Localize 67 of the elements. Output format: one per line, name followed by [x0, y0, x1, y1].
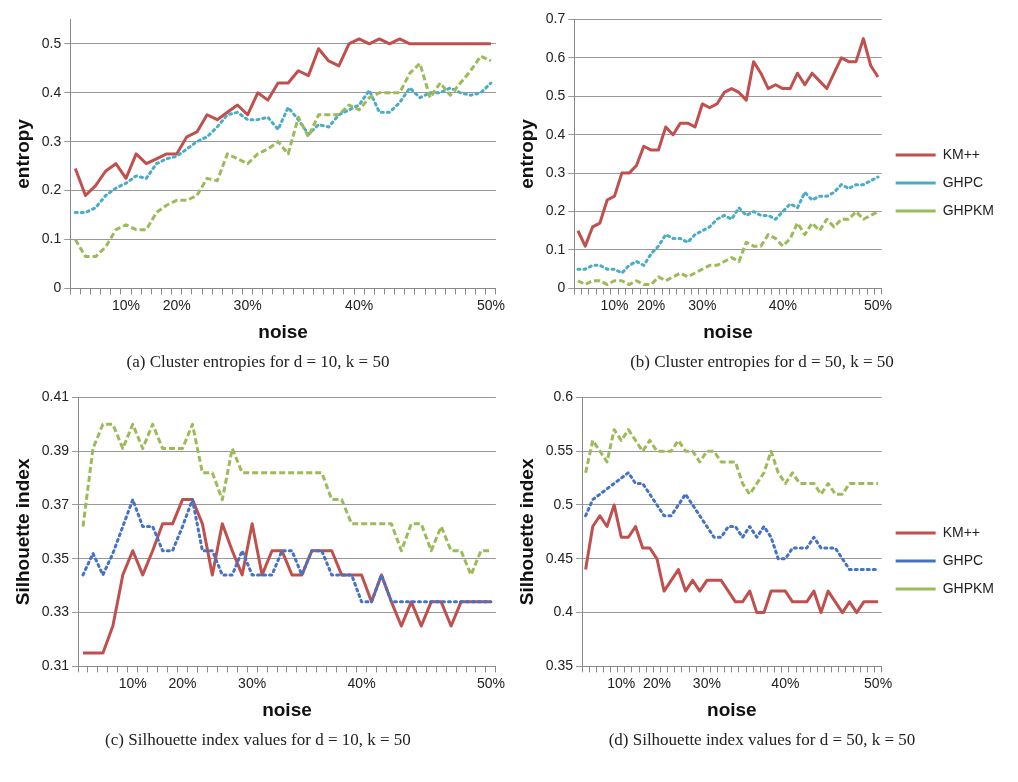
- y-tick-label: 0.5: [545, 87, 566, 104]
- y-tick-label: 0.2: [41, 181, 62, 198]
- x-tick-label: 40%: [771, 674, 800, 691]
- legend-label: GHPKM: [942, 201, 995, 218]
- y-tick-label: 0.1: [545, 240, 566, 257]
- text: (c) Silhouette index values for d = 10, k = 50: [104, 730, 412, 750]
- x-tick-label: 50%: [863, 296, 893, 313]
- legend-label: GHPC: [942, 551, 984, 568]
- x-tick-label: 50%: [864, 674, 893, 691]
- x-tick-label: 20%: [642, 674, 671, 691]
- x-axis-title: noise: [703, 320, 753, 342]
- legend-label: KM++: [942, 145, 981, 162]
- y-tick-label: 0.37: [41, 495, 70, 512]
- y-tick-label: 0.5: [553, 495, 574, 512]
- y-tick-label: 0.39: [41, 442, 70, 459]
- y-tick-label: 0: [53, 279, 62, 296]
- y-tick-label: 0.5: [41, 34, 62, 51]
- x-axis-title: noise: [262, 698, 312, 720]
- line-series: [73, 81, 493, 215]
- line-series: [81, 498, 493, 604]
- y-axis-title: Silhouette index: [11, 458, 33, 606]
- x-tick-label: 20%: [168, 674, 197, 691]
- x-tick-label: 10%: [111, 296, 141, 313]
- legend-label: GHPC: [942, 173, 984, 190]
- x-tick-label: 20%: [162, 296, 191, 313]
- y-tick-label: 0.31: [41, 657, 70, 674]
- y-tick-label: 0.2: [545, 202, 566, 219]
- y-tick-label: 0.7: [545, 10, 566, 27]
- x-axis-title: noise: [258, 320, 308, 342]
- legend-label: KM++: [942, 523, 981, 540]
- x-tick-label: 40%: [347, 674, 376, 691]
- y-tick-label: 0.3: [41, 132, 62, 149]
- y-tick-label: 0.6: [545, 48, 566, 65]
- x-tick-label: 50%: [476, 674, 505, 691]
- line-series: [73, 54, 493, 259]
- y-tick-label: 0.35: [41, 549, 70, 566]
- y-tick-label: 0.4: [41, 83, 62, 100]
- text: (a) Cluster entropies for d = 10, k = 50: [125, 352, 391, 372]
- x-tick-label: 30%: [692, 674, 721, 691]
- x-tick-label: 30%: [238, 674, 267, 691]
- y-tick-label: 0.35: [545, 657, 574, 674]
- y-tick-label: 0.33: [41, 603, 70, 620]
- y-tick-label: 0.1: [41, 230, 62, 247]
- y-tick-label: 0.3: [545, 163, 566, 180]
- x-tick-label: 40%: [345, 296, 374, 313]
- x-tick-label: 30%: [233, 296, 262, 313]
- y-tick-label: 0.6: [553, 388, 574, 405]
- y-axis-title: entropy: [11, 118, 33, 189]
- y-tick-label: 0: [557, 279, 566, 296]
- y-tick-label: 0.45: [545, 549, 574, 566]
- y-tick-label: 0.41: [41, 388, 70, 405]
- text: (d) Silhouette index values for d = 50, k = 50: [607, 730, 917, 750]
- x-tick-label: 10%: [600, 296, 629, 313]
- x-tick-label: 40%: [768, 296, 797, 313]
- x-tick-label: 10%: [118, 674, 147, 691]
- x-axis-title: noise: [707, 698, 757, 720]
- x-tick-label: 20%: [637, 296, 666, 313]
- y-axis-title: Silhouette index: [515, 458, 537, 606]
- x-tick-label: 50%: [476, 296, 505, 313]
- x-tick-label: 30%: [688, 296, 717, 313]
- y-tick-label: 0.55: [545, 442, 574, 459]
- y-tick-label: 0.4: [545, 125, 566, 142]
- legend-label: GHPKM: [942, 579, 995, 596]
- x-tick-label: 10%: [607, 674, 636, 691]
- text: (b) Cluster entropies for d = 50, k = 50: [629, 352, 895, 372]
- y-axis-title: entropy: [515, 118, 537, 189]
- y-tick-label: 0.4: [553, 603, 574, 620]
